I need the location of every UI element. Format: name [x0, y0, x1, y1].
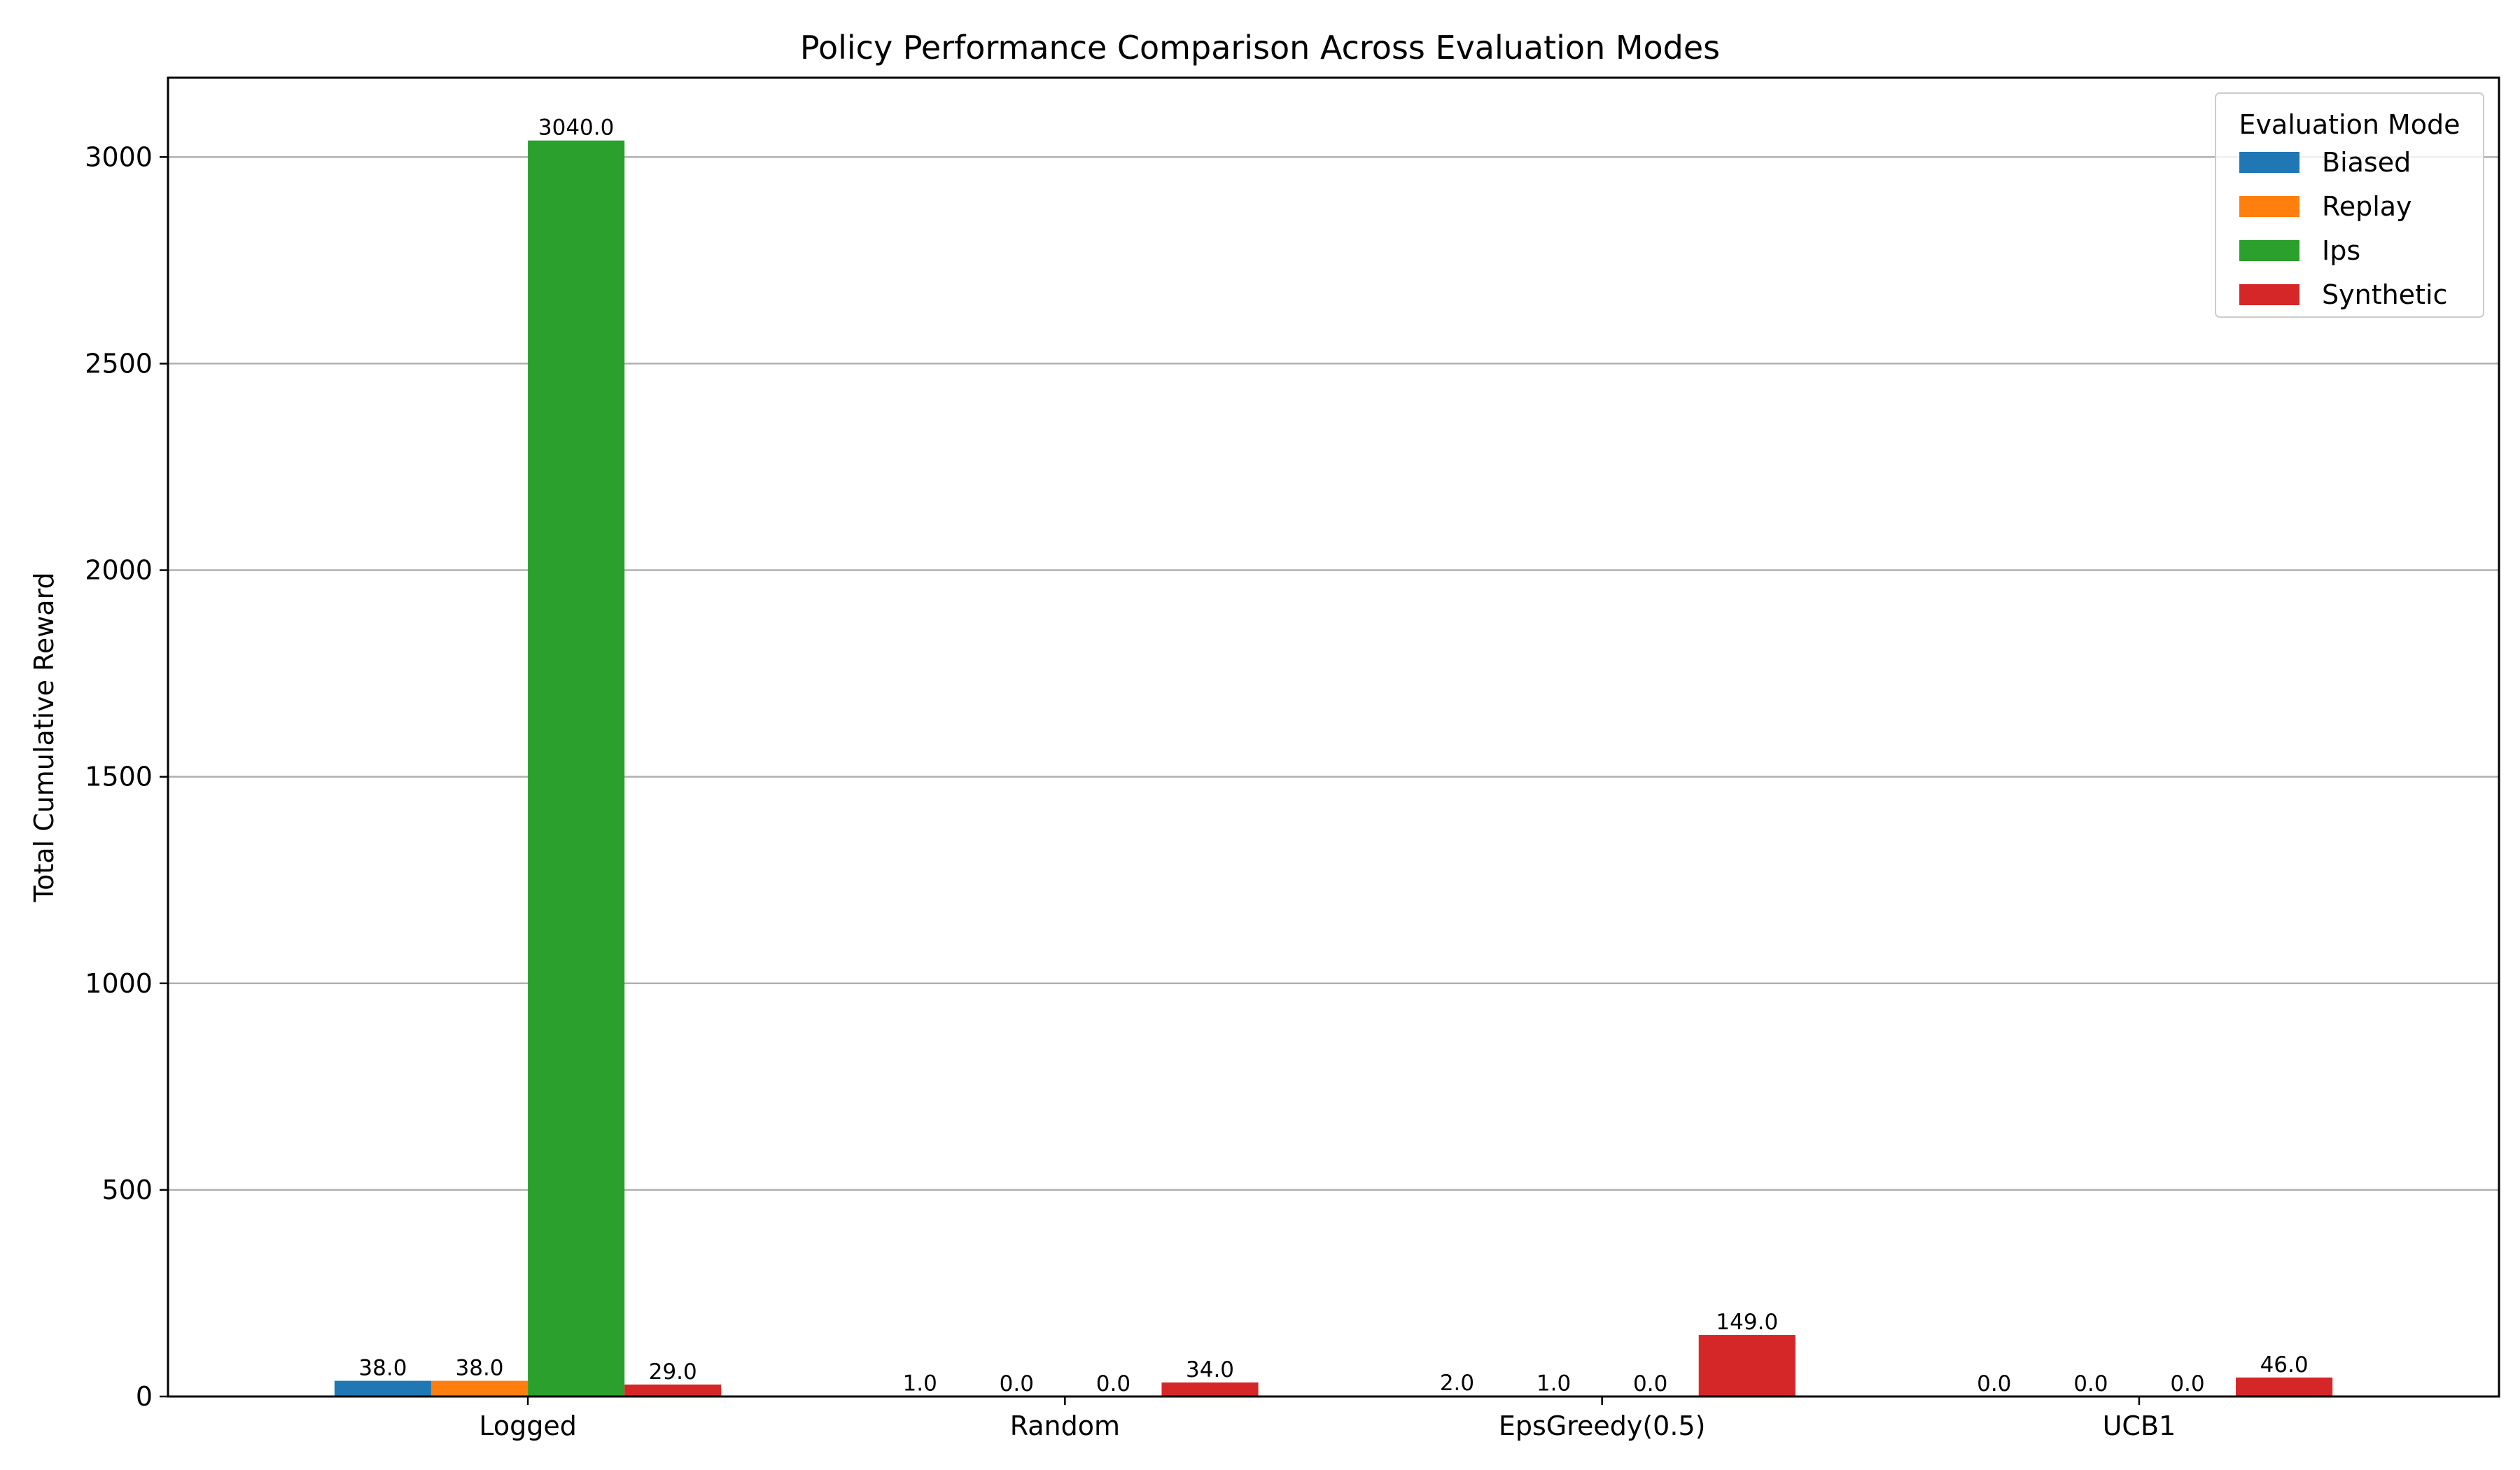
legend-label-replay: Replay	[2322, 191, 2412, 222]
data-label: 0.0	[2073, 1371, 2108, 1396]
data-label: 3040.0	[538, 115, 614, 141]
gridlines	[168, 156, 2499, 1191]
x-axis: Logged Random EpsGreedy(0.5) UCB1	[479, 1396, 2176, 1441]
y-axis-label: Total Cumulative Reward	[29, 572, 59, 902]
legend-label-synthetic: Synthetic	[2322, 279, 2447, 310]
y-tick-label: 1500	[85, 762, 153, 792]
legend: Evaluation Mode Biased Replay Ips Synthetic	[2215, 92, 2484, 318]
y-tick-label: 2000	[85, 555, 153, 586]
data-label: 1.0	[903, 1371, 937, 1396]
y-tick-label: 2500	[85, 348, 153, 379]
data-label: 0.0	[1096, 1371, 1130, 1396]
y-axis: 0 500 1000 1500 2000 2500 3000	[85, 141, 168, 1412]
data-label: 38.0	[456, 1356, 504, 1381]
y-tick-label: 3000	[85, 141, 153, 172]
bar-synthetic-random	[1161, 1382, 1259, 1396]
bar-biased-logged	[334, 1380, 431, 1396]
legend-title: Evaluation Mode	[2239, 109, 2460, 140]
y-tick-label: 0	[136, 1381, 153, 1412]
legend-swatch-biased	[2239, 152, 2300, 173]
bars	[334, 140, 2333, 1397]
x-tick-label: Logged	[479, 1410, 577, 1441]
y-tick-label: 500	[102, 1175, 153, 1205]
data-label: 149.0	[1716, 1310, 1778, 1335]
x-tick-label: EpsGreedy(0.5)	[1499, 1410, 1706, 1441]
x-tick-label: UCB1	[2103, 1410, 2176, 1441]
bar-synthetic-epsgreedy-0-5-	[1698, 1335, 1795, 1396]
y-tick-label: 1000	[85, 968, 153, 999]
data-labels: 38.0 38.0 3040.0 29.0 1.0 0.0 0.0 34.0 2.0 1.0 0.0…	[358, 115, 2308, 1396]
x-tick-label: Random	[1010, 1410, 1120, 1441]
legend-label-ips: Ips	[2322, 235, 2360, 266]
data-label: 0.0	[1633, 1371, 1667, 1396]
data-label: 2.0	[1440, 1371, 1474, 1396]
plot-frame	[167, 76, 2500, 1398]
chart-title: Policy Performance Comparison Across Eva…	[800, 29, 1720, 66]
legend-label-biased: Biased	[2322, 147, 2411, 178]
bar-synthetic-ucb1	[2236, 1377, 2333, 1396]
data-label: 34.0	[1186, 1357, 1234, 1382]
legend-items: Biased Replay Ips Synthetic	[2239, 147, 2447, 310]
data-label: 1.0	[1536, 1371, 1571, 1396]
legend-swatch-ips	[2239, 240, 2300, 261]
bar-ips-logged	[528, 140, 625, 1397]
data-label: 0.0	[2170, 1371, 2204, 1396]
data-label: 38.0	[358, 1356, 407, 1381]
data-label: 29.0	[649, 1359, 697, 1385]
bar-synthetic-logged	[624, 1384, 722, 1396]
bar-replay-logged	[430, 1380, 528, 1396]
data-label: 46.0	[2260, 1352, 2309, 1378]
data-label: 0.0	[1000, 1371, 1034, 1396]
legend-swatch-replay	[2239, 196, 2300, 217]
legend-swatch-synthetic	[2239, 284, 2300, 305]
data-label: 0.0	[1977, 1371, 2011, 1396]
